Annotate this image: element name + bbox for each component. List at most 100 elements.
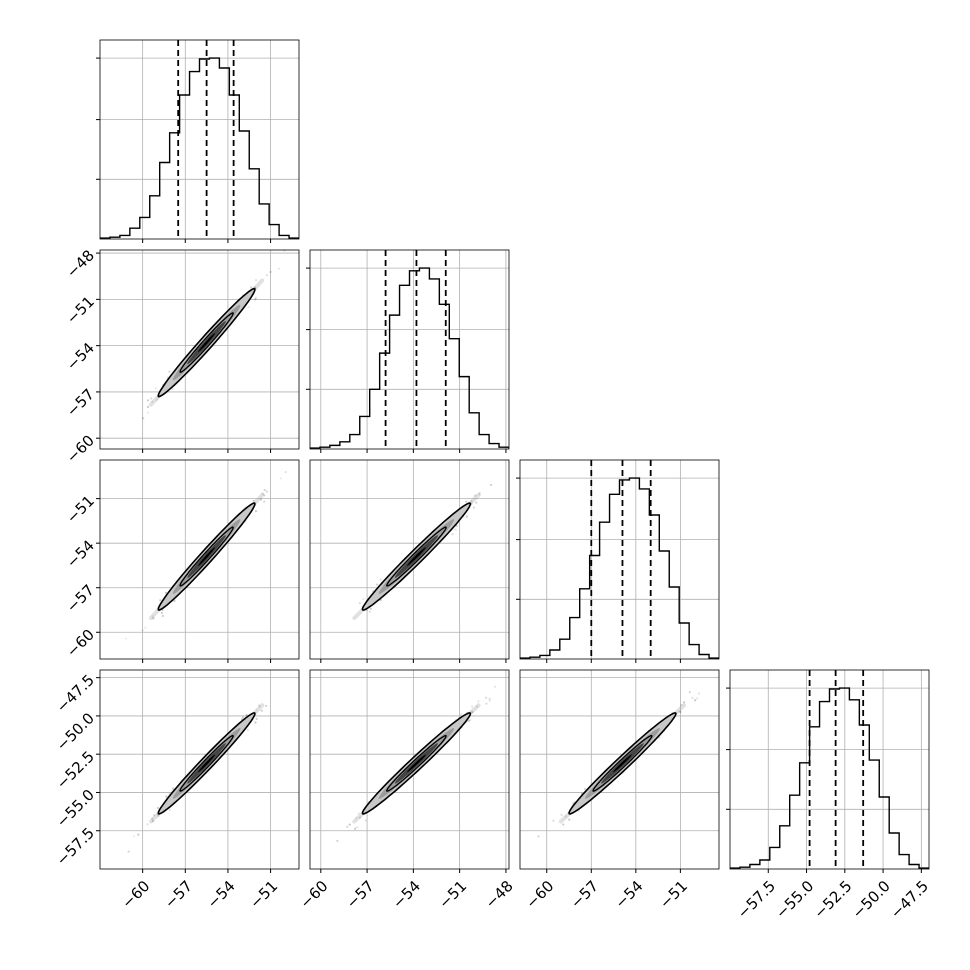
- histogram-step: [520, 477, 719, 659]
- sample-point: [261, 492, 264, 495]
- sample-point: [358, 816, 362, 819]
- contour-line: [386, 526, 447, 587]
- x-tick-label: −57.5: [734, 877, 779, 922]
- sample-point: [356, 826, 359, 829]
- panel-2-0: −51 −54 −57 −60: [63, 459, 300, 663]
- panel-2-1: [309, 459, 510, 663]
- x-tick-label: −54: [204, 877, 239, 912]
- sample-point: [451, 533, 454, 536]
- panel-content: [520, 670, 719, 869]
- sample-point: [279, 477, 282, 480]
- sample-point: [146, 823, 149, 826]
- sample-point: [379, 578, 382, 581]
- panel-frame: [519, 459, 720, 660]
- contour-line: [179, 312, 234, 373]
- sample-point: [146, 405, 150, 409]
- y-tick-label: −48: [63, 246, 98, 281]
- panel-frame: [99, 669, 300, 870]
- sample-point: [484, 696, 488, 699]
- x-tick-label: −51: [435, 877, 470, 912]
- sample-point: [467, 719, 470, 722]
- sample-point: [245, 713, 248, 717]
- sample-point: [260, 709, 263, 712]
- sample-point: [284, 471, 287, 474]
- sample-point: [477, 700, 480, 703]
- contour-line: [592, 734, 653, 792]
- y-tick-label: −60: [63, 626, 98, 661]
- density-fill: [407, 547, 426, 566]
- sample-point: [172, 787, 175, 790]
- sample-point: [562, 823, 565, 826]
- sample-point: [127, 850, 130, 853]
- x-tick-label: −60: [296, 877, 331, 912]
- sample-point: [488, 697, 491, 701]
- sample-point: [124, 637, 128, 640]
- y-tick-label: −57.5: [53, 824, 98, 869]
- sample-point: [141, 629, 144, 632]
- panel-content: [730, 670, 929, 869]
- contour-line: [385, 734, 447, 792]
- sample-point: [165, 795, 168, 798]
- sample-point: [694, 699, 697, 702]
- panel-1-0: −48 −51 −54 −57 −60: [63, 246, 300, 467]
- panel-content: [100, 40, 299, 239]
- x-tick-label: −60: [118, 877, 153, 912]
- sample-point: [691, 696, 694, 700]
- sample-point: [560, 813, 563, 816]
- sample-point: [151, 817, 154, 820]
- density-fill: [198, 333, 216, 352]
- sample-point: [144, 626, 147, 629]
- panel-frame: [309, 459, 510, 660]
- sample-point: [254, 279, 258, 282]
- x-tick-label: −57: [343, 877, 378, 912]
- sample-point: [246, 728, 249, 732]
- y-tick-label: −57: [63, 581, 98, 616]
- y-tick-label: −50.0: [53, 709, 98, 754]
- sample-point: [376, 583, 379, 586]
- sample-point: [171, 387, 174, 391]
- sample-point: [263, 500, 266, 503]
- sample-point: [250, 286, 253, 289]
- sample-point: [247, 306, 250, 309]
- panel-frame: [99, 459, 300, 660]
- panel-frame: [729, 669, 930, 870]
- sample-point: [552, 819, 555, 822]
- x-tick-label: −57: [567, 877, 602, 912]
- sample-point: [252, 499, 255, 502]
- sample-point: [265, 274, 269, 277]
- sample-point: [460, 713, 463, 716]
- sample-point: [680, 703, 683, 706]
- sample-point: [168, 370, 171, 373]
- sample-point: [369, 607, 372, 610]
- sample-point: [478, 491, 481, 494]
- sample-point: [469, 718, 472, 722]
- sample-point: [164, 591, 167, 594]
- sample-point: [159, 599, 162, 602]
- sample-point: [368, 610, 371, 613]
- sample-point: [465, 500, 468, 503]
- contour-line: [157, 502, 256, 611]
- contour-line: [361, 712, 472, 815]
- sample-point: [254, 296, 258, 299]
- x-tick-label: −55.0: [772, 877, 817, 922]
- sample-point: [478, 493, 481, 496]
- sample-point: [255, 717, 258, 721]
- y-tick-label: −57: [63, 385, 98, 420]
- y-tick-label: −51: [63, 293, 98, 328]
- sample-point: [254, 721, 257, 724]
- panel-3-0: −60 −57 −54 −51 −47.5−50.0−52.5−55.0−57.5: [53, 669, 300, 912]
- sample-point: [697, 692, 701, 695]
- panel-2-2: [516, 459, 720, 663]
- contour-line: [361, 502, 472, 611]
- contour-line: [157, 712, 256, 815]
- panel-frame: [309, 249, 510, 450]
- sample-point: [465, 515, 468, 518]
- sample-point: [133, 835, 136, 838]
- y-tick-label: −51: [63, 492, 98, 527]
- sample-point: [472, 506, 476, 509]
- x-tick-label: −51: [246, 877, 281, 912]
- sample-point: [454, 528, 457, 531]
- sample-point: [254, 298, 257, 301]
- sample-point: [146, 399, 150, 402]
- sample-point: [355, 816, 358, 820]
